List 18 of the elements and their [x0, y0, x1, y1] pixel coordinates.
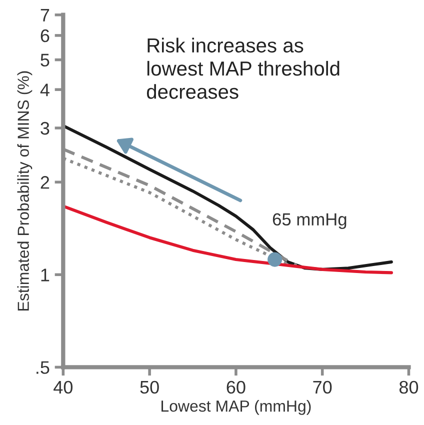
x-tick-label: 50	[140, 380, 159, 394]
y-tick-label: 3	[40, 122, 50, 135]
y-tick-label: .5	[36, 361, 50, 374]
annotation: Risk increases as lowest MAP threshold decreases	[146, 38, 340, 99]
y-axis-title: Estimated Probability of MINS (%)	[17, 71, 32, 310]
y-tick-label: 7	[40, 8, 50, 22]
line-series	[63, 204, 393, 274]
annotation: 65 mmHg	[272, 213, 346, 229]
x-axis-title: Lowest MAP (mmHg)	[162, 400, 311, 415]
y-tick-label: 4	[40, 84, 50, 96]
y-tick-label: 1	[41, 268, 50, 282]
y-tick-label: 5	[40, 54, 50, 67]
x-tick-label: 40	[54, 380, 73, 394]
y-tick-label: 6	[40, 29, 50, 42]
x-tick-label: 80	[399, 380, 418, 394]
y-tick-label: 2	[40, 176, 50, 189]
x-tick-label: 60	[226, 380, 246, 394]
x-tick-label: 70	[313, 380, 332, 394]
